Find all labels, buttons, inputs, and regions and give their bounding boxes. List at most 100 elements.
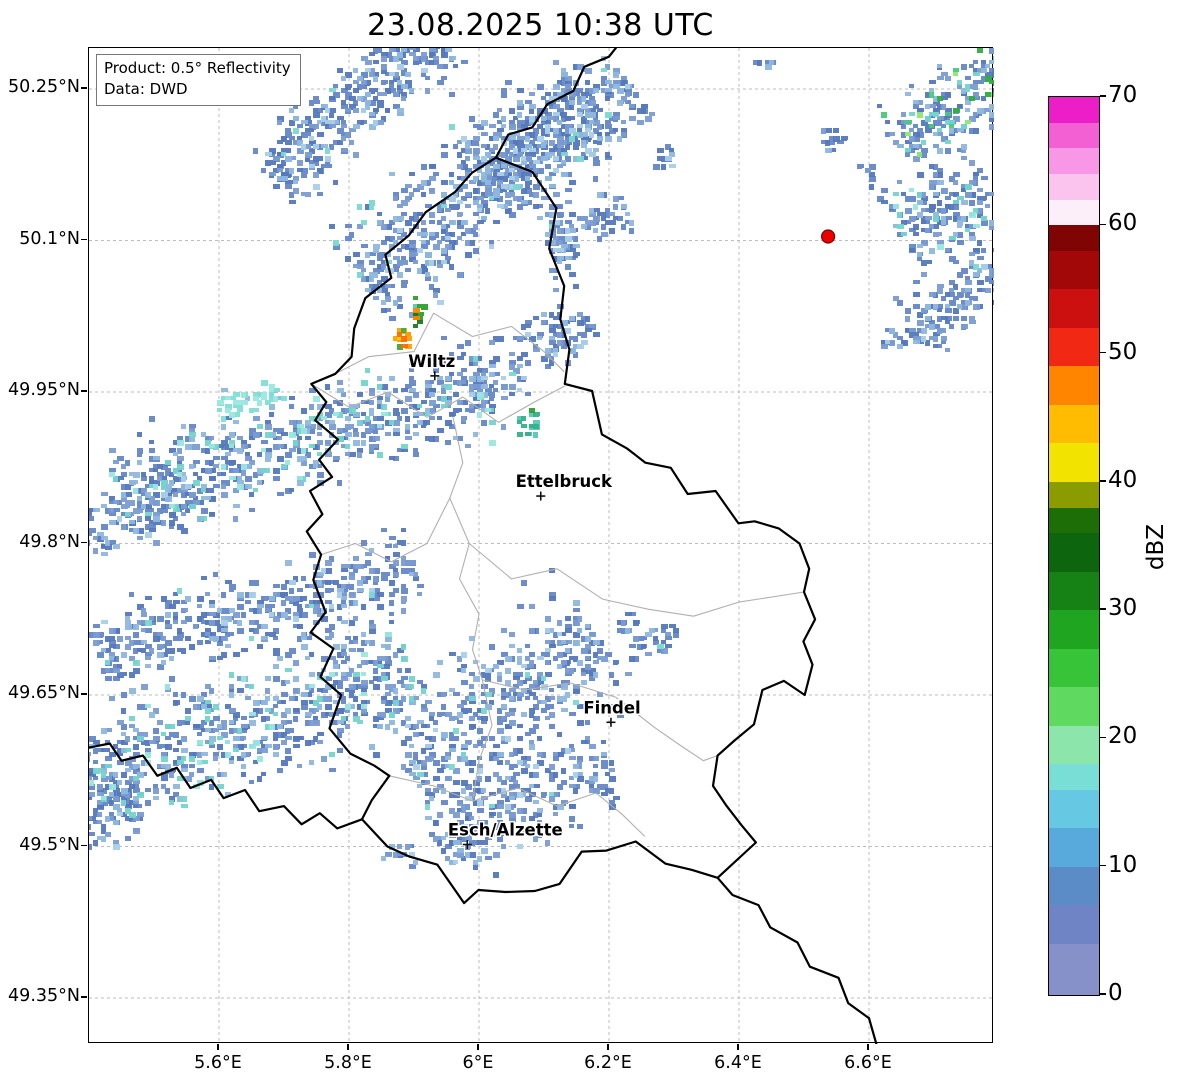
colorbar-tick-mark <box>1100 95 1106 97</box>
x-tick-mark <box>477 1044 479 1050</box>
colorbar-tick-label: 50 <box>1108 338 1138 365</box>
city-label: Ettelbruck <box>516 472 613 491</box>
colorbar-segment <box>1049 764 1099 790</box>
colorbar-segment <box>1049 533 1099 572</box>
region-border-line <box>335 312 565 375</box>
y-tick-label: 49.95°N <box>8 380 80 401</box>
colorbar-segment <box>1049 687 1099 726</box>
region-border-line <box>471 679 493 802</box>
radar-echo-pixels <box>89 48 994 865</box>
colorbar-unit-label: dBZ <box>1143 523 1169 571</box>
y-tick-label: 50.25°N <box>8 77 80 97</box>
colorbar-tick-mark <box>1100 223 1106 226</box>
region-border-line <box>389 775 646 837</box>
colorbar-segment <box>1049 648 1099 688</box>
national-border-line <box>494 48 618 159</box>
national-border-line <box>716 876 878 1044</box>
radar-echo-pixels <box>89 48 994 869</box>
colorbar-tick-label: 30 <box>1108 595 1138 622</box>
colorbar-gradient <box>1049 97 1099 995</box>
region-border-line <box>482 679 718 762</box>
colorbar-segment <box>1049 507 1099 534</box>
y-tick-label: 50.1°N <box>19 228 80 249</box>
city-markers: Wiltz Ettelbruck Findel Esch/Alzette <box>407 350 642 850</box>
radar-echo-pixels <box>413 308 420 320</box>
y-tick-label: 49.35°N <box>8 986 80 1007</box>
colorbar-segment <box>1049 173 1099 200</box>
radar-echo-pixels <box>517 412 540 437</box>
colorbar-segment <box>1049 225 1099 251</box>
radar-site-dot <box>820 229 836 244</box>
data-source-line: Data: DWD <box>104 80 188 98</box>
colorbar-segment <box>1049 289 1099 328</box>
colorbar-tick-label: 40 <box>1108 466 1138 493</box>
colorbar-tick-mark <box>1100 993 1106 995</box>
radar-echo-pixels <box>217 384 278 418</box>
x-tick-mark <box>737 1044 739 1050</box>
region-borders <box>311 312 805 837</box>
city-label: Findel <box>583 698 640 717</box>
radar-echo-pixels <box>905 72 992 157</box>
x-tick-mark <box>217 1044 219 1050</box>
y-tick-label: 49.8°N <box>19 531 80 552</box>
y-tick-label: 49.65°N <box>8 683 80 704</box>
y-tick-mark <box>81 996 87 998</box>
colorbar-tick-mark <box>1100 351 1106 354</box>
colorbar-segment <box>1049 866 1099 906</box>
colorbar-segment <box>1049 725 1099 765</box>
colorbar-segment <box>1049 789 1099 829</box>
region-border-line <box>468 543 805 617</box>
colorbar-segment <box>1049 366 1099 405</box>
y-tick-mark <box>81 693 87 695</box>
colorbar-segment <box>1049 905 1099 944</box>
y-tick-mark <box>81 87 87 89</box>
region-border-line <box>320 497 451 563</box>
x-tick-label: 5.6°E <box>194 1053 242 1073</box>
colorbar-segment <box>1049 943 1099 995</box>
colorbar-segment <box>1049 148 1099 174</box>
radar-echo-pixels <box>413 296 535 413</box>
colorbar-tick-label: 60 <box>1108 210 1138 237</box>
colorbar-tick-label: 10 <box>1108 851 1138 878</box>
national-borders <box>89 48 878 1044</box>
radar-echo-layer <box>89 48 994 878</box>
product-info-box: Product: 0.5° Reflectivity Data: DWD <box>96 54 301 106</box>
radar-echo-pixels <box>397 328 406 350</box>
city-label: Esch/Alzette <box>448 821 563 840</box>
x-tick-label: 5.8°E <box>324 1053 372 1073</box>
colorbar-segment <box>1049 327 1099 367</box>
region-border-line <box>449 417 483 681</box>
colorbar-tick-mark <box>1100 864 1106 867</box>
colorbar-segment <box>1049 610 1099 649</box>
colorbar-tick-mark <box>1100 736 1106 739</box>
colorbar-tick-label: 0 <box>1108 980 1123 1006</box>
colorbar-segment <box>1049 828 1099 867</box>
y-tick-mark <box>81 238 87 241</box>
colorbar-tick-mark <box>1100 608 1106 610</box>
map-plot: Wiltz Ettelbruck Findel Esch/Alzette Produc… <box>88 47 994 1044</box>
colorbar-segment <box>1049 443 1099 482</box>
colorbar-tick-mark <box>1100 480 1106 482</box>
colorbar-segment <box>1049 250 1099 290</box>
x-tick-label: 6.4°E <box>714 1053 762 1073</box>
y-tick-mark <box>81 844 87 847</box>
national-border-line <box>89 742 364 830</box>
y-tick-mark <box>81 541 87 544</box>
national-border-line <box>305 156 817 905</box>
x-tick-label: 6°E <box>462 1053 494 1073</box>
map-canvas: Wiltz Ettelbruck Findel Esch/Alzette <box>89 48 994 1044</box>
colorbar-segment <box>1049 199 1099 226</box>
colorbar-segment <box>1049 404 1099 444</box>
colorbar-tick-label: 20 <box>1108 723 1138 750</box>
colorbar-segment <box>1049 481 1099 508</box>
y-tick-mark <box>81 390 87 392</box>
colorbar-segment <box>1049 571 1099 611</box>
radar-echo-pixels <box>397 332 408 348</box>
colorbar-tick-label: 70 <box>1108 82 1138 108</box>
colorbar <box>1048 96 1100 996</box>
y-tick-label: 49.5°N <box>19 834 80 855</box>
city-label: Wiltz <box>408 352 455 371</box>
x-tick-mark <box>867 1044 869 1050</box>
figure-title: 23.08.2025 10:38 UTC <box>367 8 714 43</box>
